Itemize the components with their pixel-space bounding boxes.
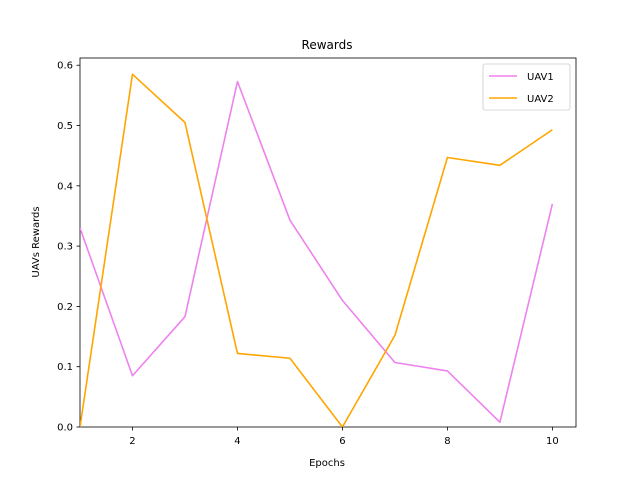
legend: UAV1 UAV2 — [482, 63, 571, 111]
chart-title: Rewards — [302, 38, 353, 52]
legend-label-uav1: UAV1 — [527, 72, 554, 83]
y-tick-label: 0.5 — [57, 121, 73, 132]
x-tick-label: 4 — [234, 436, 240, 447]
legend-label-uav2: UAV2 — [527, 94, 554, 105]
plot-frame — [79, 57, 577, 428]
y-axis-label: UAVs Rewards — [31, 206, 42, 277]
y-tick-label: 0.4 — [57, 181, 73, 192]
x-tick-label: 2 — [129, 436, 135, 447]
x-tick-label: 8 — [444, 436, 450, 447]
y-tick-label: 0.2 — [57, 302, 73, 313]
x-tick-label: 6 — [339, 436, 345, 447]
x-tick-label: 10 — [546, 436, 559, 447]
y-tick-label: 0.1 — [57, 362, 73, 373]
y-tick-label: 0.0 — [57, 423, 73, 434]
y-tick-label: 0.6 — [57, 61, 73, 72]
plot-area: 2 4 6 8 10 0.0 0.1 0.2 0.3 0.4 0.5 0.6 — [57, 57, 577, 447]
series-line-uav2 — [80, 73, 553, 427]
y-tick-label: 0.3 — [57, 242, 73, 253]
x-axis-label: Epochs — [309, 458, 345, 469]
series-line-uav1 — [80, 80, 554, 423]
